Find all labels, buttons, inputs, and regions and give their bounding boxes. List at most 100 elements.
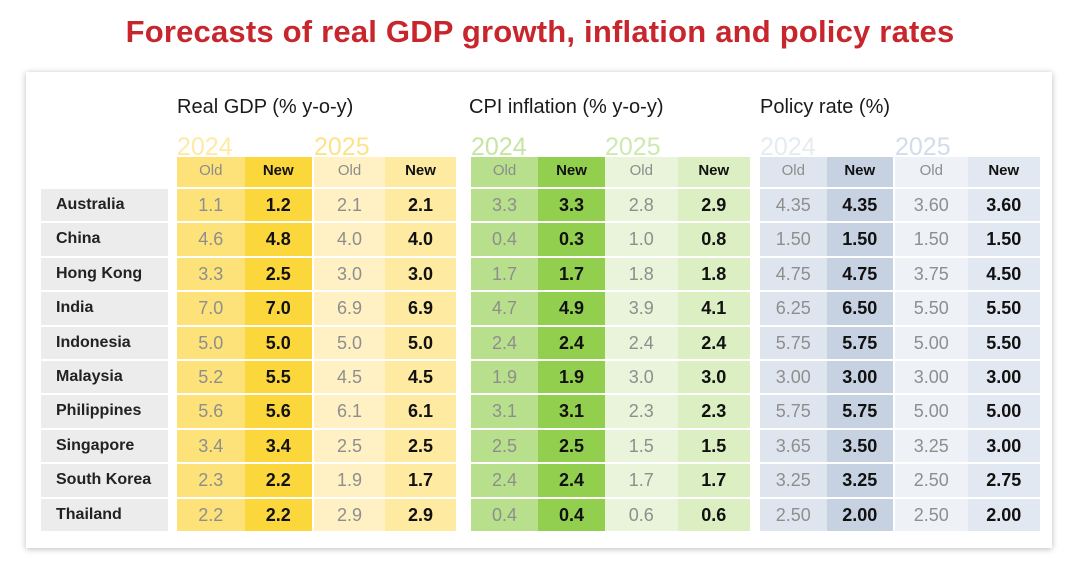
subheader-old: Old [919,162,943,179]
value-cpi24-new: 4.9 [558,298,585,319]
year-label-gdp25: 2025 [314,133,370,161]
value-cpi25-old: 1.0 [628,229,654,250]
row-divider [41,359,1041,361]
column-gdp24-new [244,157,312,531]
row-divider [41,496,1041,499]
value-gdp24-old: 2.2 [198,504,224,525]
value-pol24-old: 5.75 [775,401,811,422]
year-label-pol25: 2025 [895,133,951,161]
value-gdp25-new: 2.5 [407,435,434,456]
value-gdp25-new: 2.1 [407,195,434,215]
value-cpi25-old: 2.4 [628,332,654,353]
value-cpi25-new: 2.9 [701,195,727,215]
row-divider [41,187,1041,189]
value-pol24-new: 3.00 [842,367,878,387]
value-cpi24-new: 1.7 [558,263,585,284]
subheader-old: Old [492,162,517,179]
value-gdp24-old: 5.2 [198,367,224,387]
value-gdp25-new: 6.9 [407,298,434,319]
page-title: Forecasts of real GDP growth, inflation … [125,14,955,49]
value-pol24-new: 2.00 [842,504,878,525]
value-gdp25-old: 5.0 [336,332,363,353]
row-divider [41,324,1041,327]
value-gdp24-new: 5.5 [265,367,291,387]
value-gdp25-new: 2.9 [407,504,434,525]
value-pol25-old: 3.00 [913,367,949,387]
value-gdp24-new: 7.0 [265,298,291,319]
value-cpi24-new: 2.5 [558,435,585,456]
value-gdp24-new: 3.4 [265,435,291,456]
value-pol25-old: 2.50 [913,470,949,491]
value-gdp25-old: 2.9 [336,504,363,525]
value-gdp25-old: 4.0 [336,229,363,250]
value-cpi24-new: 1.9 [558,367,585,387]
value-pol24-old: 4.35 [775,195,811,215]
value-cpi24-old: 1.7 [491,263,518,284]
value-cpi24-new: 0.3 [558,229,585,250]
value-gdp25-old: 4.5 [336,367,363,387]
value-pol25-new: 3.00 [986,367,1022,387]
value-cpi25-old: 3.0 [628,367,654,387]
value-pol24-old: 6.25 [775,298,811,319]
country-label: Singapore [56,436,135,454]
value-cpi25-old: 2.8 [628,195,654,215]
value-pol24-new: 3.50 [842,435,878,456]
value-gdp25-new: 4.5 [407,367,434,387]
row-divider [41,462,1041,465]
column-gdp25-new [385,157,456,531]
value-pol24-old: 3.65 [775,435,811,456]
row-divider [41,221,1041,224]
value-cpi25-new: 4.1 [701,298,727,319]
country-label: Philippines [56,402,142,420]
value-pol25-new: 2.00 [986,504,1022,525]
value-pol24-old: 3.00 [775,367,811,387]
value-cpi25-new: 3.0 [701,367,727,387]
value-gdp24-new: 4.8 [265,229,291,250]
value-pol24-old: 2.50 [775,504,811,525]
value-pol25-old: 5.00 [913,332,949,353]
subheader-new: New [844,162,876,179]
value-gdp24-old: 1.1 [198,195,224,215]
value-gdp24-old: 4.6 [198,229,224,250]
row-divider [41,290,1041,293]
value-cpi24-old: 3.3 [491,195,518,215]
value-gdp24-new: 2.2 [265,504,291,525]
country-label: South Korea [56,471,152,489]
value-cpi24-new: 0.4 [558,504,585,525]
value-cpi25-old: 1.7 [628,470,654,491]
subheader-new: New [698,162,730,179]
year-label-cpi25: 2025 [605,133,661,161]
group-title: Real GDP (% y-o-y) [177,96,354,118]
value-pol25-new: 1.50 [986,229,1022,250]
country-label: China [56,230,101,248]
value-cpi25-new: 2.4 [701,332,727,353]
value-cpi24-old: 4.7 [491,298,518,319]
column-pol24-new [826,157,893,531]
column-pol25-old [895,157,968,531]
value-pol25-old: 3.75 [913,263,949,284]
value-gdp25-old: 2.1 [336,195,363,215]
value-pol25-old: 2.50 [913,504,949,525]
value-gdp24-new: 1.2 [265,195,291,215]
value-gdp24-old: 5.6 [198,401,224,422]
value-cpi24-new: 3.3 [558,195,585,215]
value-gdp24-old: 7.0 [198,298,224,319]
value-cpi25-old: 2.3 [628,401,654,422]
country-label: Thailand [56,505,122,523]
value-cpi24-old: 3.1 [491,401,518,422]
subheader-old: Old [781,162,805,179]
value-pol24-new: 3.25 [842,470,878,491]
country-label: Indonesia [56,333,131,351]
subheader-new: New [405,162,436,179]
column-cpi24-old [471,157,538,531]
column-gdp24-old [177,157,245,531]
value-gdp24-new: 2.5 [265,263,291,284]
value-cpi24-old: 2.4 [491,332,518,353]
year-label-cpi24: 2024 [471,133,527,161]
value-gdp24-new: 5.6 [265,401,291,422]
value-pol25-old: 3.60 [913,195,949,215]
country-label: Malaysia [56,368,123,385]
value-gdp24-old: 3.4 [198,435,224,456]
value-gdp24-old: 3.3 [198,263,224,284]
value-cpi24-old: 2.5 [491,435,518,456]
